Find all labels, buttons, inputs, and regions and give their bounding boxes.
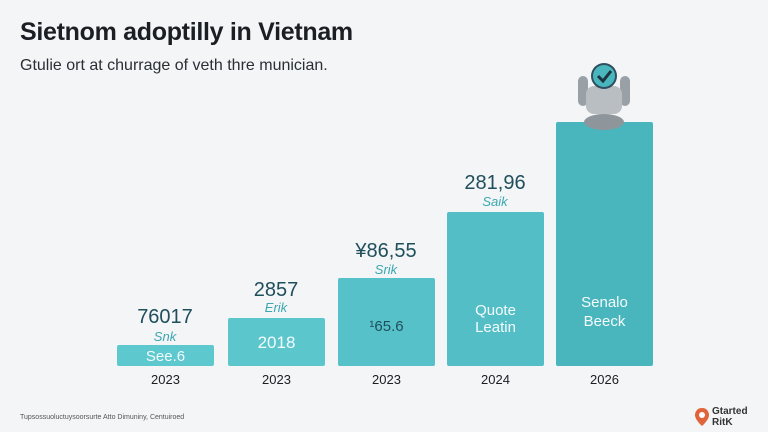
bar (556, 122, 653, 366)
year-label: 2023 (151, 372, 180, 387)
logo-text: Gtarted (712, 406, 748, 417)
value-text: 281,96 (464, 172, 526, 194)
bar (338, 278, 435, 366)
inner-text: 2018 (257, 333, 296, 352)
bar (228, 318, 325, 366)
title: Sietnom adoptilly in Vietnam (20, 18, 353, 46)
inner-text: ¹65.6 (369, 318, 404, 335)
subtitle: Gtulie ort at churrage of veth thre muni… (20, 57, 328, 74)
logo-text: RitK (712, 417, 733, 428)
inner-text: Quote (475, 302, 516, 319)
value-text: ¥86,55 (355, 240, 417, 262)
inner-text: See.6 (145, 348, 186, 365)
year-label: 2026 (590, 372, 619, 387)
year-label: 2023 (262, 372, 291, 387)
inner-text: Beeck (583, 313, 626, 330)
trophy-icon (578, 63, 630, 130)
value-text: 76017 (137, 306, 193, 328)
sub-text: Srik (374, 262, 398, 277)
bar (447, 212, 544, 366)
bar (117, 345, 214, 366)
sub-text: Snk (153, 329, 177, 344)
logo-icon (695, 408, 709, 426)
value-text: 2857 (253, 279, 299, 301)
sub-text: Erik (264, 300, 288, 315)
sub-text: Saik (482, 194, 508, 209)
inner-text: Senalo (581, 294, 628, 311)
year-label: 2024 (481, 372, 510, 387)
footer: Tupsossuoluctuysoorsurte Atto Dimuniny, … (20, 414, 185, 421)
inner-text: Leatin (475, 319, 516, 336)
year-label: 2023 (372, 372, 401, 387)
